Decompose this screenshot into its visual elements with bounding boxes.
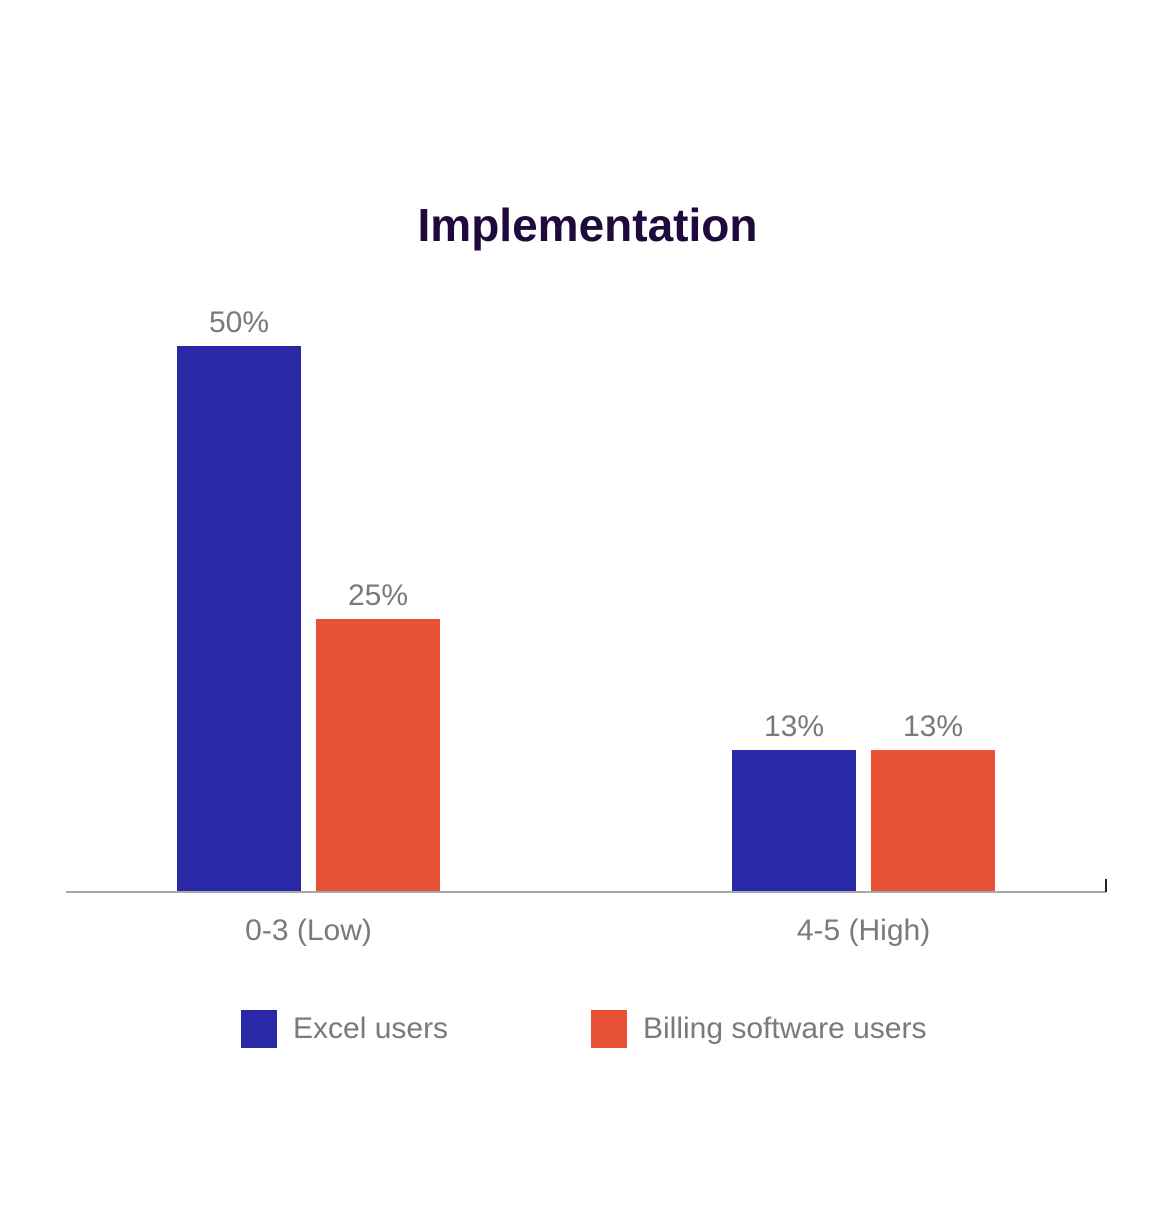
x-tick-label: 4-5 (High) — [797, 914, 930, 947]
data-label: 13% — [903, 710, 963, 743]
data-label: 13% — [764, 710, 824, 743]
chart-title: Implementation — [417, 199, 758, 251]
bar — [871, 750, 995, 892]
legend-label: Billing software users — [643, 1012, 927, 1045]
bar — [316, 619, 440, 892]
legend-item-billing: Billing software users — [591, 1010, 926, 1048]
legend-item-excel: Excel users — [241, 1010, 448, 1048]
legend-swatch — [241, 1010, 277, 1048]
legend-label: Excel users — [293, 1012, 449, 1045]
bar — [177, 346, 301, 892]
legend-swatch — [591, 1010, 627, 1048]
bar — [732, 750, 856, 892]
data-label: 50% — [209, 306, 269, 339]
data-label: 25% — [348, 579, 408, 612]
x-tick-label: 0-3 (Low) — [245, 914, 372, 947]
